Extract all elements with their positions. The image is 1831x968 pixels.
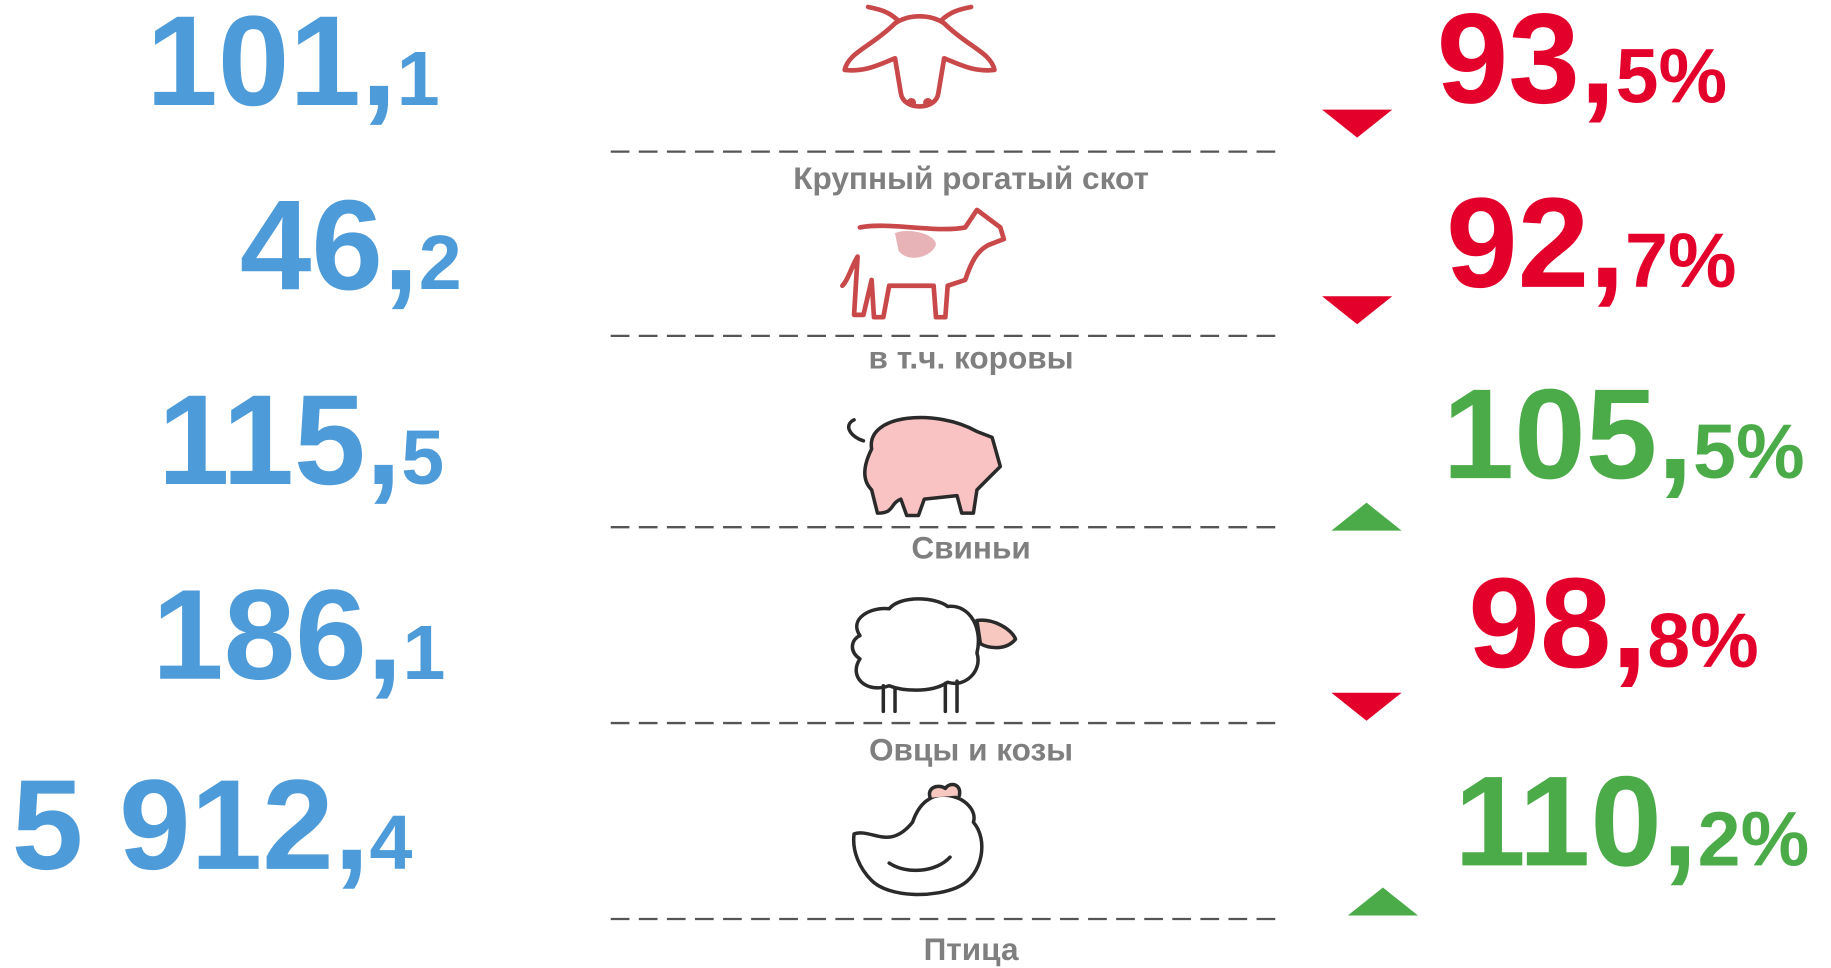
trend-arrow — [1322, 296, 1393, 325]
trend-arrow — [1322, 109, 1393, 138]
value: 46,2 — [240, 174, 462, 317]
percent: 92,7% — [1446, 172, 1736, 315]
value-fraction: 2 — [419, 220, 462, 306]
row-label: Свиньи — [911, 530, 1030, 566]
percent-fraction: 2% — [1698, 796, 1810, 882]
value: 115,5 — [158, 369, 444, 512]
row-label: в т.ч. коровы — [869, 340, 1074, 376]
percent-fraction: 7% — [1625, 218, 1737, 304]
value-whole: 5 912, — [12, 754, 370, 897]
percent: 110,2% — [1454, 751, 1809, 894]
chicken-icon — [851, 782, 984, 897]
percent-fraction: 8% — [1647, 598, 1759, 684]
percent: 93,5% — [1437, 0, 1727, 131]
row-label: Крупный рогатый скот — [793, 160, 1149, 196]
value-whole: 101, — [146, 0, 396, 133]
sheep-icon — [850, 597, 1018, 714]
percent-whole: 98, — [1468, 552, 1647, 695]
percent-whole: 105, — [1443, 363, 1693, 506]
percent-whole: 93, — [1437, 0, 1616, 131]
trend-arrow — [1331, 502, 1402, 531]
value: 101,1 — [146, 0, 439, 133]
percent-whole: 110, — [1454, 751, 1697, 894]
percent-whole: 92, — [1446, 172, 1625, 315]
value: 5 912,4 — [12, 754, 413, 897]
row: 115,5 105,5% Свиньи — [158, 363, 1805, 565]
icons — [840, 4, 1018, 897]
trend-arrow — [1347, 887, 1419, 916]
cow-icon — [840, 207, 1007, 320]
row-label: Овцы и козы — [869, 731, 1073, 767]
value-fraction: 4 — [369, 800, 412, 886]
trend-arrow — [1331, 692, 1402, 721]
value-fraction: 1 — [403, 610, 446, 696]
row-label: Птица — [924, 931, 1019, 967]
value-whole: 46, — [240, 174, 419, 317]
row: 101,1 93,5% Крупный рогатый скот — [146, 0, 1727, 196]
value: 186,1 — [152, 564, 445, 707]
percent: 98,8% — [1468, 552, 1758, 695]
value-whole: 186, — [152, 564, 402, 707]
percent-fraction: 5% — [1616, 34, 1728, 120]
row: 5 912,4 110,2% Птица — [12, 751, 1810, 967]
pig-icon — [847, 415, 1003, 518]
percent: 105,5% — [1443, 363, 1805, 506]
row: 186,1 98,8% Овцы и козы — [152, 552, 1759, 767]
row: 46,2 92,7% в т.ч. коровы — [240, 172, 1737, 375]
value-fraction: 1 — [397, 36, 440, 122]
cattle-icon — [842, 4, 997, 109]
percent-fraction: 5% — [1693, 409, 1805, 495]
value-fraction: 5 — [401, 415, 444, 501]
value-whole: 115, — [158, 369, 401, 512]
